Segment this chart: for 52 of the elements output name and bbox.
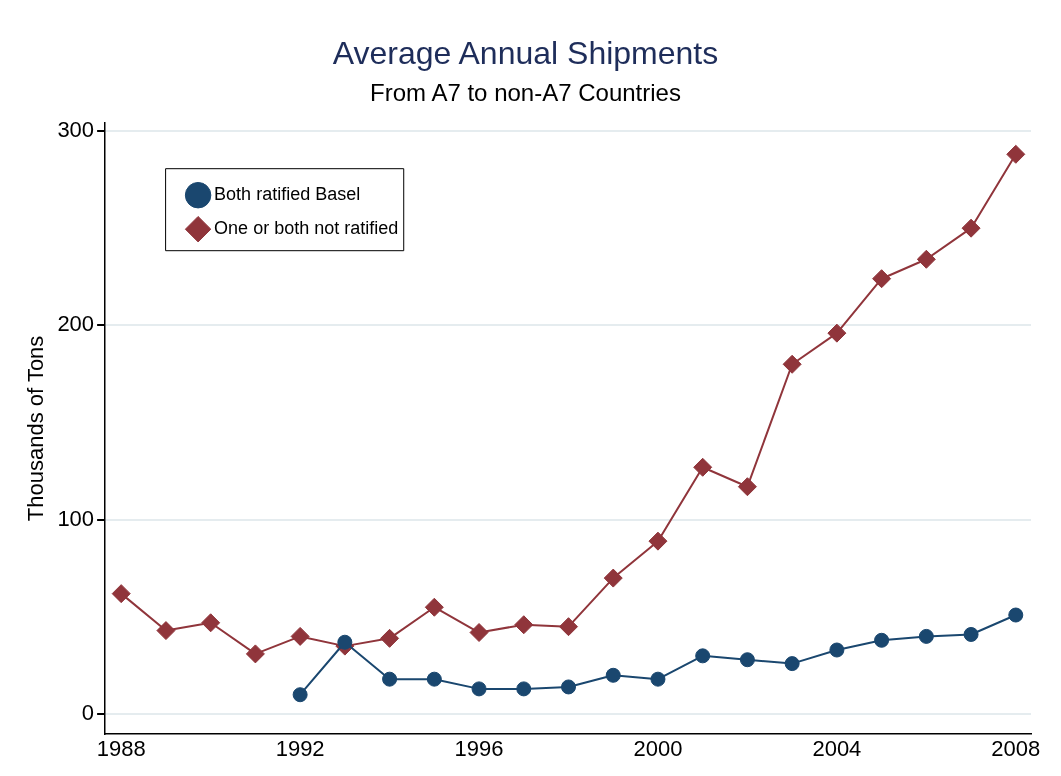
y-axis-title: Thousands of Tons [23,335,49,522]
y-tick-label: 100 [57,505,95,531]
point [827,323,847,343]
point [290,626,310,646]
point [469,623,489,643]
x-tick-label: 1996 [454,735,504,761]
point [918,628,934,644]
point [739,652,755,668]
point [111,584,131,604]
chart-subtitle: From A7 to non-A7 Countries [370,79,681,107]
point [963,626,979,642]
y-tick-label: 300 [57,117,95,143]
point [559,617,578,637]
legend-label: Both ratified Basel [214,184,361,205]
point [784,656,800,672]
point [337,634,353,650]
point [201,613,221,633]
point [829,642,845,658]
point [782,354,802,374]
chart-title: Average Annual Shipments [332,35,719,72]
point [156,621,176,641]
point [514,615,534,635]
point [292,687,308,703]
point [1006,144,1026,164]
point [426,671,442,687]
point [695,648,711,664]
point [245,644,265,664]
y-tick-label: 0 [81,700,95,726]
point [961,218,981,238]
point [872,269,892,289]
x-tick-label: 2000 [633,735,683,761]
point [561,679,576,695]
x-tick-label: 2004 [812,735,862,761]
point [648,531,668,551]
point [916,249,936,269]
point [471,681,487,697]
point [603,568,623,588]
x-tick-label: 1988 [96,735,146,761]
point [1008,607,1024,623]
point [874,632,890,648]
point [650,671,666,687]
point [693,457,713,477]
y-tick-label: 200 [57,311,95,337]
point [516,681,532,697]
x-tick-label: 1992 [275,735,325,761]
point [605,667,621,683]
x-tick-label: 2008 [991,735,1041,761]
legend-label: One or both not ratified [214,218,399,239]
point [424,597,444,617]
point [737,477,757,497]
point [382,671,398,687]
point [380,628,400,648]
